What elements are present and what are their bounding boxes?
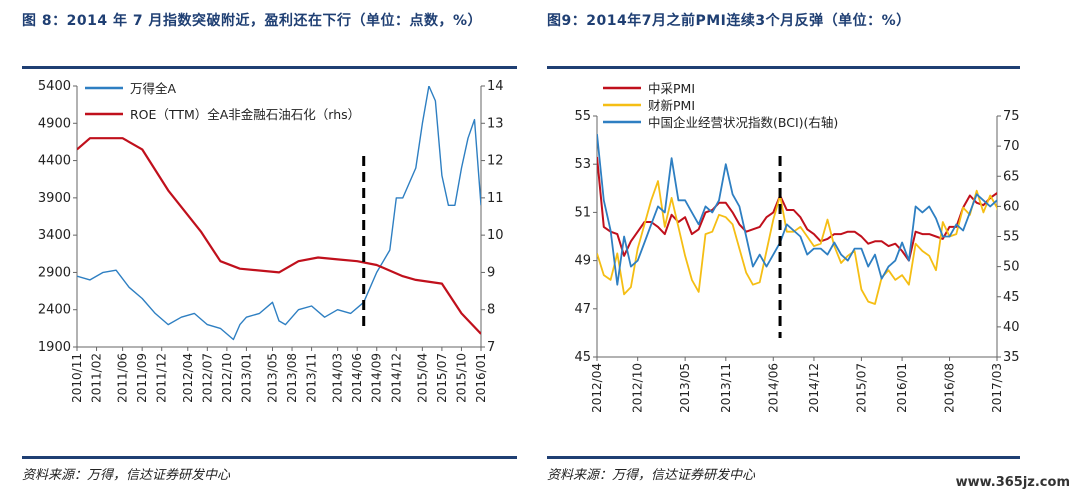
right-tick-label: 60	[1003, 199, 1020, 214]
left-tick-label: 3400	[38, 228, 71, 243]
series-line-2	[77, 137, 481, 335]
title-rule	[547, 66, 1020, 69]
x-tick-label: 2012/04	[590, 363, 604, 413]
right-tick-label: 35	[1003, 350, 1020, 365]
source-rule	[22, 456, 517, 459]
watermark: www.365jz.com	[955, 475, 1070, 490]
right-tick-label: 9	[487, 265, 495, 280]
right-tick-label: 50	[1003, 260, 1020, 275]
x-tick-label: 2013/08	[285, 353, 299, 403]
left-tick-label: 55	[574, 109, 591, 124]
series-line-1	[77, 86, 481, 341]
x-tick-label: 2015/07	[435, 353, 449, 403]
x-tick-label: 2014/12	[807, 363, 821, 413]
figure-title: 图9：2014年7月之前PMI连续3个月反弹（单位：%）	[547, 13, 911, 29]
x-tick-label: 2010/11	[70, 353, 84, 403]
x-tick-label: 2012/04	[181, 353, 195, 403]
legend-label: ROE（TTM）全A非金融石油石化（rhs）	[130, 107, 360, 122]
x-tick-label: 2016/08	[943, 363, 957, 413]
left-tick-label: 4900	[38, 116, 71, 131]
left-tick-label: 47	[574, 302, 591, 317]
right-tick-label: 11	[487, 191, 504, 206]
left-tick-label: 53	[574, 157, 591, 172]
x-tick-label: 2013/05	[678, 363, 692, 413]
x-tick-label: 2014/12	[389, 353, 403, 403]
x-tick-label: 2011/12	[155, 353, 169, 403]
figure-panel-9: 图9：2014年7月之前PMI连续3个月反弹（单位：%） 45 47 49 51 53 5…	[545, 0, 1080, 498]
figure-title: 图 8：2014 年 7 月指数突破附近，盈利还在下行（单位：点数，%）	[22, 13, 482, 29]
x-tick-label: 2015/07	[854, 363, 868, 413]
right-tick-label: 12	[487, 154, 504, 169]
x-tick-label: 2014/09	[370, 353, 384, 403]
x-tick-label: 2013/05	[265, 353, 279, 403]
x-tick-label: 2015/04	[415, 353, 429, 403]
right-tick-label: 70	[1003, 139, 1020, 154]
legend-label: 财新PMI	[648, 98, 695, 113]
chart-index-vs-roe: 1900 2400 2900 3400 3900 4400 4900 5400 7 8 9 10 11 1…	[38, 79, 504, 403]
x-tick-label: 2013/11	[305, 353, 319, 403]
left-tick-label: 1900	[38, 340, 71, 355]
x-tick-label: 2014/06	[350, 353, 364, 403]
x-tick-label: 2016/01	[895, 363, 909, 413]
title-rule	[22, 66, 517, 69]
right-tick-label: 75	[1003, 109, 1020, 124]
left-tick-label: 49	[574, 254, 591, 269]
left-tick-label: 5400	[38, 79, 71, 94]
right-tick-label: 14	[487, 79, 504, 94]
x-tick-label: 2013/11	[719, 363, 733, 413]
series-line-3	[597, 134, 997, 286]
source-note: 资料来源：万得，信达证券研发中心	[22, 468, 231, 483]
x-tick-label: 2016/01	[474, 353, 488, 403]
series-line-1	[597, 156, 997, 262]
left-tick-label: 51	[574, 205, 591, 220]
x-tick-label: 2011/02	[90, 353, 104, 403]
right-tick-label: 10	[487, 228, 504, 243]
left-tick-label: 3900	[38, 191, 71, 206]
x-tick-label: 2017/03	[990, 363, 1004, 413]
x-tick-label: 2012/07	[200, 353, 214, 403]
figure-panel-8: 图 8：2014 年 7 月指数突破附近，盈利还在下行（单位：点数，%） 190…	[0, 0, 530, 498]
right-tick-label: 7	[487, 340, 495, 355]
x-tick-label: 2012/10	[631, 363, 645, 413]
right-tick-label: 40	[1003, 320, 1020, 335]
x-tick-label: 2011/06	[116, 353, 130, 403]
legend-label: 中采PMI	[648, 81, 695, 96]
left-tick-label: 4400	[38, 154, 71, 169]
x-tick-label: 2014/06	[766, 363, 780, 413]
right-tick-label: 65	[1003, 169, 1020, 184]
right-tick-label: 55	[1003, 230, 1020, 245]
x-tick-label: 2012/10	[220, 353, 234, 403]
x-tick-label: 2015/10	[454, 353, 468, 403]
x-tick-label: 2011/09	[135, 353, 149, 403]
chart-pmi-bci: 45 47 49 51 53 55 35 40 45 50 55 60 65 70 75 2012/04 201…	[574, 81, 1020, 413]
source-note: 资料来源：万得，信达证券研发中心	[547, 468, 756, 483]
left-tick-label: 2900	[38, 265, 71, 280]
right-tick-label: 8	[487, 303, 495, 318]
legend-label: 万得全A	[130, 81, 177, 96]
left-tick-label: 2400	[38, 303, 71, 318]
series-line-2	[597, 180, 997, 305]
x-tick-label: 2014/03	[331, 353, 345, 403]
right-tick-label: 13	[487, 116, 504, 131]
right-tick-label: 45	[1003, 290, 1020, 305]
source-rule	[547, 456, 1020, 459]
left-tick-label: 45	[574, 350, 591, 365]
x-tick-label: 2013/01	[239, 353, 253, 403]
legend-label: 中国企业经营状况指数(BCI)(右轴)	[648, 115, 838, 130]
